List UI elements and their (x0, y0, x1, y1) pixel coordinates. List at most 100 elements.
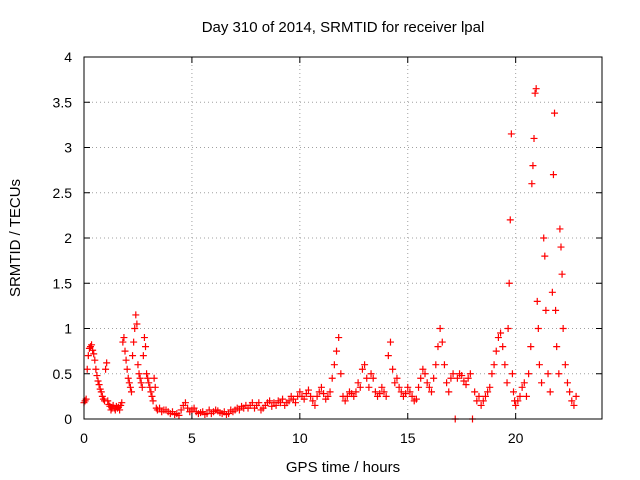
data-point (419, 365, 427, 373)
data-point (369, 374, 377, 382)
data-point (527, 343, 535, 351)
data-point (376, 390, 384, 398)
data-point (337, 370, 345, 378)
data-point (120, 334, 128, 342)
data-point (386, 338, 394, 346)
data-point (138, 383, 146, 391)
data-point (402, 390, 410, 398)
data-point (127, 388, 135, 396)
data-point (556, 225, 564, 233)
data-point (497, 329, 505, 337)
data-point (475, 392, 483, 400)
data-point (559, 325, 567, 332)
data-point (460, 377, 468, 385)
data-point (415, 383, 423, 391)
data-point (473, 397, 481, 405)
data-point (504, 325, 512, 332)
data-point (335, 334, 343, 342)
x-tick-label: 5 (188, 430, 196, 446)
data-point (499, 343, 507, 351)
data-point (406, 388, 414, 396)
data-point (440, 361, 448, 369)
data-point (255, 399, 263, 407)
data-point (462, 381, 470, 389)
data-point (137, 379, 145, 387)
data-point (89, 346, 97, 354)
data-point (139, 352, 147, 360)
data-point (156, 404, 164, 412)
data-point (125, 379, 133, 387)
data-point (434, 343, 442, 351)
data-point (533, 297, 541, 305)
data-point (317, 383, 325, 391)
data-point (132, 311, 140, 319)
data-point (553, 343, 561, 351)
data-point (535, 361, 543, 369)
data-point (572, 392, 580, 400)
data-point (136, 374, 144, 382)
data-point (363, 374, 371, 382)
data-point (103, 359, 111, 367)
data-point (542, 306, 550, 314)
data-point (421, 370, 429, 378)
data-point (540, 234, 548, 242)
data-point (333, 347, 341, 355)
data-point (525, 370, 533, 378)
data-point (177, 406, 185, 414)
data-point (302, 390, 310, 398)
data-point (378, 383, 386, 391)
data-point (311, 401, 319, 409)
data-point (268, 402, 276, 410)
data-point (315, 388, 323, 396)
data-point (477, 401, 485, 409)
grid-lines (84, 57, 602, 419)
data-point (371, 388, 379, 396)
data-point (528, 180, 536, 188)
data-point (88, 341, 96, 349)
data-point (309, 397, 317, 405)
y-tick-label: 2.5 (53, 185, 73, 201)
data-point (427, 388, 435, 396)
data-point (130, 338, 138, 346)
data-point (313, 392, 321, 400)
data-point (518, 383, 526, 391)
data-point (266, 397, 274, 405)
data-point (486, 383, 494, 391)
x-tick-labels: 0 5 10 15 20 (80, 430, 524, 446)
y-tick-label: 1 (64, 321, 72, 337)
data-point (104, 397, 112, 405)
data-point (150, 374, 158, 382)
data-point (330, 361, 338, 369)
data-point (307, 392, 315, 400)
data-point (181, 399, 189, 407)
data-point (551, 109, 559, 117)
data-point (84, 352, 92, 360)
data-point (453, 374, 461, 382)
data-point (289, 395, 297, 403)
data-point (552, 306, 560, 314)
chart-title: Day 310 of 2014, SRMTID for receiver lpa… (202, 19, 485, 36)
data-point (95, 381, 103, 389)
data-point (225, 410, 233, 418)
data-point (443, 379, 451, 387)
data-point (417, 374, 425, 382)
data-point (145, 379, 153, 387)
data-point (272, 401, 280, 409)
data-point (326, 388, 334, 396)
data-point (494, 334, 502, 342)
data-point (140, 334, 148, 342)
data-point (149, 397, 157, 405)
data-point (184, 404, 192, 412)
data-point (505, 279, 513, 287)
data-point (507, 130, 515, 138)
x-tick-label: 10 (292, 430, 308, 446)
data-point (471, 388, 479, 396)
data-points (80, 85, 580, 423)
data-point (408, 392, 416, 400)
data-point (131, 325, 139, 332)
data-point (324, 392, 332, 400)
data-point (555, 370, 563, 378)
y-tick-label: 0 (64, 411, 72, 427)
data-point (382, 392, 390, 400)
